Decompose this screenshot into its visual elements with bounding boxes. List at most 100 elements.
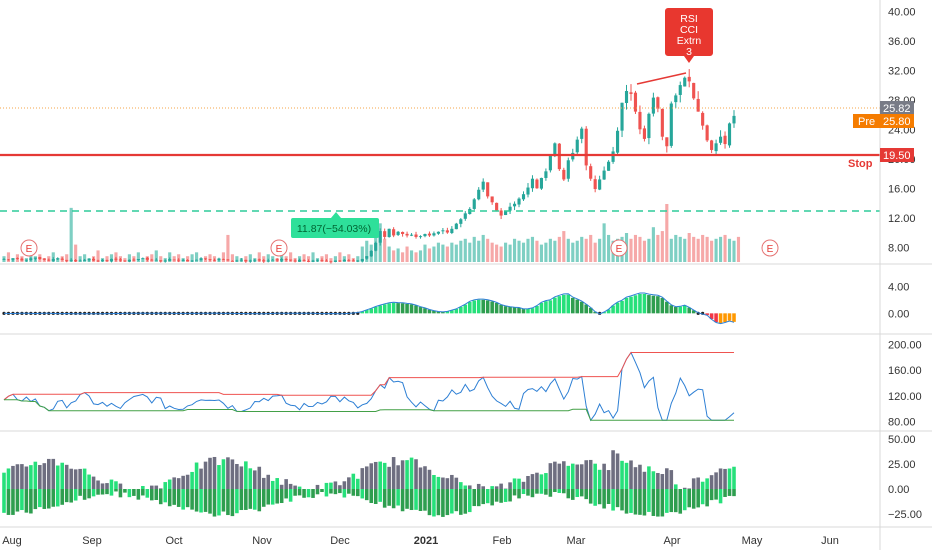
- volume-bar: [105, 256, 109, 262]
- candle-body: [512, 203, 517, 207]
- oscillator-neg-bar: [123, 489, 127, 493]
- candle-body: [504, 211, 508, 216]
- oscillator-pos-bar: [615, 453, 620, 489]
- oscillator-neg-bar: [633, 489, 638, 515]
- oscillator-neg-bar: [575, 489, 580, 498]
- drawdown-callout[interactable]: 11.87(−54.03%): [291, 212, 379, 238]
- pre-market-label: Pre: [858, 116, 875, 128]
- pre-market-value: 25.80: [883, 116, 911, 128]
- oscillator-pos-bar: [82, 468, 87, 489]
- momentum-bar: [445, 311, 450, 314]
- momentum-bar: [651, 295, 656, 314]
- volume-bar: [356, 256, 360, 262]
- momentum-bar: [606, 309, 611, 314]
- oscillator-neg-bar: [190, 489, 194, 510]
- candle-body: [405, 233, 409, 236]
- oscillator-neg-bar: [266, 489, 271, 505]
- oscillator-pos-bar: [620, 460, 624, 489]
- svg-text:E: E: [26, 244, 33, 255]
- volume-bar: [177, 254, 181, 262]
- momentum-bar: [566, 294, 571, 314]
- oscillator-neg-bar: [221, 489, 226, 512]
- oscillator-neg-bar: [463, 489, 468, 514]
- volume-bar: [441, 244, 445, 262]
- oscillator-neg-bar: [288, 489, 293, 502]
- oscillator-pos-bar: [638, 464, 642, 489]
- oscillator-neg-bar: [64, 489, 69, 503]
- oscillator-neg-bar: [597, 489, 602, 505]
- oscillator-neg-bar: [445, 489, 450, 516]
- oscillator-neg-bar: [647, 489, 651, 512]
- earnings-marker[interactable]: E: [20, 239, 38, 257]
- earnings-marker[interactable]: E: [270, 239, 288, 257]
- candle-body: [369, 250, 373, 257]
- candle-body: [132, 259, 136, 261]
- oscillator-neg-bar: [427, 489, 432, 516]
- oscillator-pos-bar: [414, 459, 418, 489]
- oscillator-neg-bar: [476, 489, 481, 507]
- cci-line: [3, 351, 735, 422]
- candle-body: [553, 143, 557, 157]
- oscillator-pos-bar: [606, 470, 611, 489]
- candle-body: [280, 259, 284, 261]
- oscillator-neg-bar: [517, 489, 521, 499]
- volume-bar: [311, 252, 315, 262]
- candle-body: [454, 223, 458, 230]
- oscillator-neg-bar: [158, 489, 163, 505]
- volume-bar: [642, 240, 646, 262]
- momentum-bar: [732, 313, 736, 322]
- candle-body: [584, 128, 588, 166]
- oscillator-neg-bar: [91, 489, 96, 497]
- oscillator-pos-bar: [490, 486, 494, 489]
- volume-bar: [607, 234, 611, 262]
- candle-body: [271, 259, 275, 261]
- y-tick-label: 160.00: [888, 365, 922, 377]
- candle-body: [624, 90, 629, 104]
- oscillator-pos-bar: [257, 466, 262, 489]
- momentum-bar: [364, 309, 369, 314]
- signal-callout[interactable]: RSI CCI Extrn 3: [665, 8, 713, 63]
- volume-bar: [723, 234, 727, 262]
- y-tick-label: 120.00: [888, 391, 922, 403]
- candle-body: [396, 231, 400, 235]
- volume-bar: [593, 242, 597, 262]
- oscillator-neg-bar: [145, 489, 150, 498]
- candle-body: [320, 260, 324, 261]
- x-tick-label: Apr: [663, 535, 680, 547]
- volume-bar: [732, 240, 736, 262]
- momentum-bar: [633, 295, 638, 314]
- oscillator-pos-bar: [629, 460, 633, 489]
- momentum-bar: [624, 297, 629, 314]
- momentum-bar: [499, 305, 503, 314]
- oscillator-pos-bar: [508, 482, 512, 489]
- candle-body: [74, 260, 78, 262]
- oscillator-neg-bar: [615, 489, 620, 508]
- divergence-line: [636, 72, 687, 85]
- oscillator-pos-bar: [714, 472, 718, 489]
- volume-bar: [692, 236, 696, 262]
- volume-bar: [338, 252, 342, 262]
- candle-body: [136, 259, 140, 261]
- candle-body: [172, 259, 176, 261]
- oscillator-pos-bar: [338, 485, 342, 489]
- signal-line-4: 3: [686, 46, 692, 58]
- candle-body: [51, 259, 55, 261]
- oscillator-neg-bar: [105, 489, 109, 495]
- volume-bar: [141, 258, 145, 262]
- time-axis[interactable]: Aug Sep Oct Nov Dec 2021 Feb Mar Apr May Jun: [2, 535, 839, 547]
- volume-bar: [159, 256, 163, 262]
- y-tick-label: 25.00: [888, 459, 916, 471]
- candle-body: [186, 260, 190, 262]
- volume-bar: [136, 252, 140, 262]
- y-tick-label: 8.00: [888, 242, 909, 254]
- oscillator-neg-bar: [369, 489, 374, 504]
- momentum-bar: [665, 301, 669, 314]
- oscillator-neg-bar: [253, 489, 257, 510]
- momentum-bar: [678, 306, 683, 314]
- price-axis[interactable]: 40.0036.0032.0028.0024.0020.0016.0012.00…: [888, 6, 922, 521]
- candle-body: [450, 228, 454, 233]
- momentum-bar: [714, 313, 718, 323]
- earnings-marker[interactable]: E: [610, 239, 628, 257]
- earnings-marker[interactable]: E: [761, 239, 779, 257]
